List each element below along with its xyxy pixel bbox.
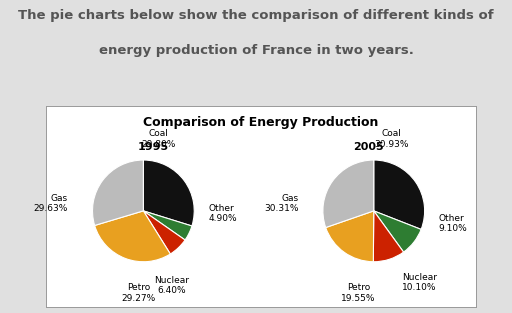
Text: energy production of France in two years.: energy production of France in two years…: [99, 44, 413, 57]
Wedge shape: [373, 211, 403, 262]
Wedge shape: [374, 211, 421, 252]
Wedge shape: [374, 160, 424, 229]
Text: Comparison of Energy Production: Comparison of Energy Production: [143, 116, 379, 130]
Wedge shape: [95, 211, 170, 262]
Wedge shape: [93, 160, 143, 225]
Wedge shape: [143, 160, 194, 226]
Wedge shape: [323, 160, 374, 228]
Wedge shape: [143, 211, 185, 254]
Text: Petro
19.55%: Petro 19.55%: [342, 283, 376, 302]
Text: Petro
29.27%: Petro 29.27%: [121, 283, 156, 302]
Text: 2005: 2005: [353, 142, 384, 152]
Text: Nuclear
6.40%: Nuclear 6.40%: [154, 276, 189, 295]
Text: Other
4.90%: Other 4.90%: [208, 204, 237, 223]
Text: Gas
30.31%: Gas 30.31%: [264, 193, 298, 213]
Wedge shape: [326, 211, 374, 262]
Text: The pie charts below show the comparison of different kinds of: The pie charts below show the comparison…: [18, 9, 494, 23]
Text: Other
9.10%: Other 9.10%: [439, 214, 467, 233]
Wedge shape: [143, 211, 192, 240]
Text: Coal
30.93%: Coal 30.93%: [374, 130, 409, 149]
Text: Gas
29.63%: Gas 29.63%: [34, 193, 68, 213]
Text: 1995: 1995: [138, 142, 169, 152]
Text: Nuclear
10.10%: Nuclear 10.10%: [402, 273, 437, 292]
Text: Coal
29.80%: Coal 29.80%: [141, 130, 176, 149]
